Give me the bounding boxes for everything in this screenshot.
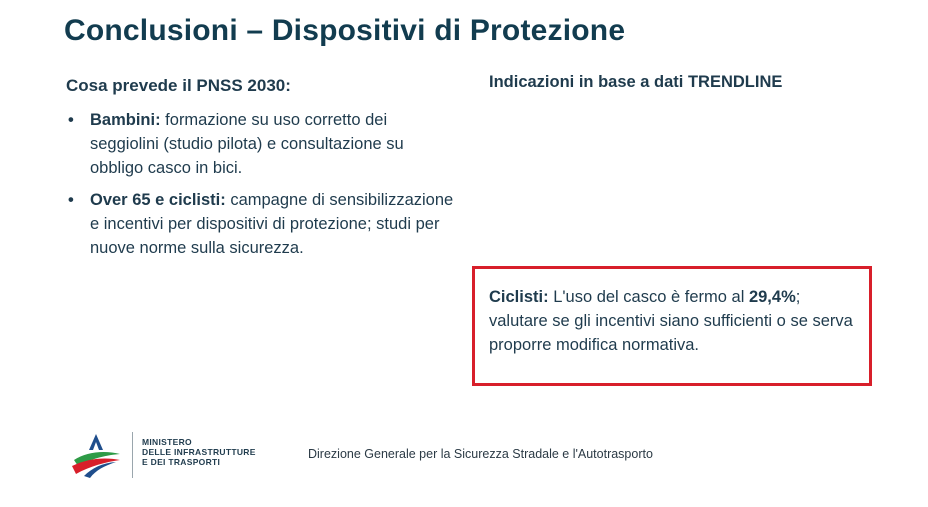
bullet-list: • Bambini: formazione su uso corretto de…	[66, 108, 456, 260]
ministry-line: MINISTERO	[142, 437, 192, 447]
ministry-line: E DEI TRASPORTI	[142, 457, 221, 467]
footer-divider	[132, 432, 133, 478]
bullet-lead: Bambini:	[90, 111, 161, 129]
ministry-line: DELLE INFRASTRUTTURE	[142, 447, 256, 457]
bullet-text: formazione su uso corretto dei seggiolin…	[90, 111, 404, 177]
callout-lead: Ciclisti:	[489, 288, 549, 306]
bullet-dot-icon: •	[68, 191, 74, 209]
callout-text: L'uso del casco è fermo al	[548, 288, 749, 306]
callout-text-2: ; valutare se gli incentivi siano suffic…	[489, 288, 853, 354]
left-heading: Cosa prevede il PNSS 2030:	[66, 76, 291, 95]
bullet-lead: Over 65 e ciclisti:	[90, 191, 226, 209]
bullet-item-over65: • Over 65 e ciclisti: campagne di sensib…	[66, 188, 456, 260]
bullet-item-bambini: • Bambini: formazione su uso corretto de…	[66, 108, 456, 180]
slide-title: Conclusioni – Dispositivi di Protezione	[64, 14, 626, 47]
left-column: Cosa prevede il PNSS 2030: • Bambini: fo…	[66, 76, 456, 268]
callout-value: 29,4%	[748, 288, 796, 306]
bullet-dot-icon: •	[68, 111, 74, 129]
footer: MINISTERO DELLE INFRASTRUTTURE E DEI TRA…	[70, 430, 770, 480]
bullet-text: campagne di sensibilizzazione e incentiv…	[90, 191, 454, 257]
star-flag-logo-icon	[72, 434, 120, 478]
callout-box: Ciclisti: L'uso del casco è fermo al 29,…	[472, 266, 872, 386]
direzione-text: Direzione Generale per la Sicurezza Stra…	[308, 447, 653, 461]
ministry-name: MINISTERO DELLE INFRASTRUTTURE E DEI TRA…	[142, 437, 256, 467]
right-heading: Indicazioni in base a dati TRENDLINE	[489, 73, 783, 91]
